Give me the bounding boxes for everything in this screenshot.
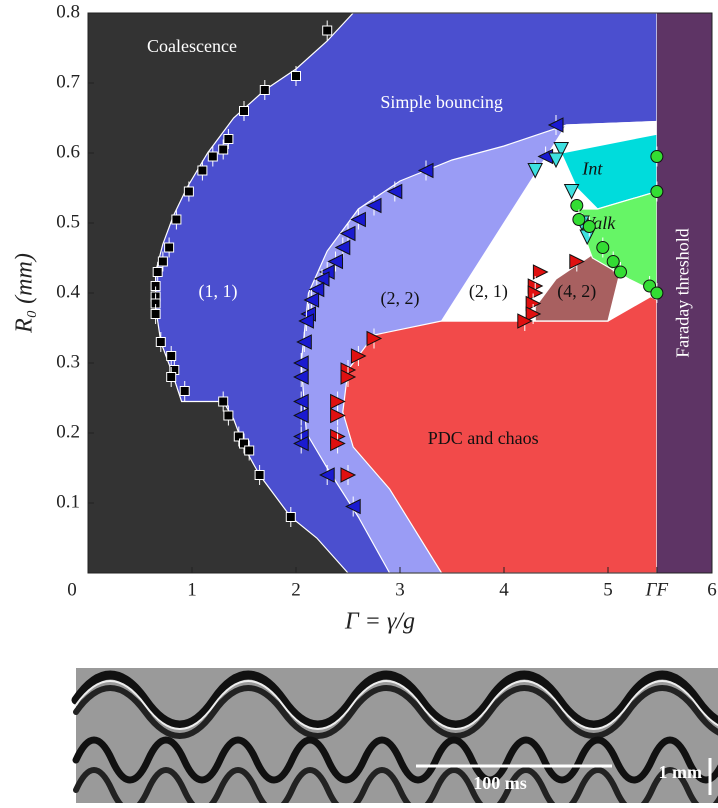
point xyxy=(184,187,193,196)
point xyxy=(651,186,663,198)
point xyxy=(165,243,174,252)
point xyxy=(597,242,609,254)
point xyxy=(172,215,181,224)
region-label: Coalescence xyxy=(147,36,237,56)
region-label: Faraday threshold xyxy=(673,228,693,357)
y-tick-label: 0.1 xyxy=(56,491,80,512)
point xyxy=(158,257,167,266)
point xyxy=(198,166,207,175)
point xyxy=(219,397,228,406)
region-label: Int xyxy=(581,159,603,179)
region-label: (1, 1) xyxy=(199,281,238,302)
point xyxy=(224,411,233,420)
point xyxy=(607,256,619,268)
point xyxy=(573,214,585,226)
point xyxy=(260,86,269,95)
phase-diagram: Coalescence Simple bouncing (1, 1) (2, 2) PD… xyxy=(12,1,717,634)
point xyxy=(219,145,228,154)
point xyxy=(651,151,663,163)
x-tick-label: 3 xyxy=(395,579,405,600)
y-tick-label: 0.7 xyxy=(56,71,80,92)
region-label: PDC and chaos xyxy=(428,428,539,448)
point xyxy=(208,152,217,161)
region-label: (4, 2) xyxy=(557,281,596,302)
point xyxy=(245,446,254,455)
point xyxy=(167,373,176,382)
point xyxy=(571,200,583,212)
x-axis-label: Γ = γ/g xyxy=(344,609,415,635)
point xyxy=(255,471,264,480)
point xyxy=(153,268,162,277)
region-label: (2, 2) xyxy=(381,288,420,309)
point xyxy=(240,107,249,116)
point xyxy=(292,72,301,81)
x-tick-label: 6 xyxy=(707,579,717,600)
x-tick-label: 4 xyxy=(499,579,509,600)
region-label: (2, 1) xyxy=(469,281,508,302)
point xyxy=(614,266,626,278)
y-tick-label: 0.6 xyxy=(56,141,80,162)
x-tick-label: ΓF xyxy=(645,579,669,600)
point xyxy=(156,338,165,347)
y-tick-label: 0.8 xyxy=(56,1,80,22)
image-strip: 100 ms 1 mm xyxy=(76,668,718,803)
y-axis-label: R₀ (mm) xyxy=(12,253,38,334)
point xyxy=(224,135,233,144)
point xyxy=(651,287,663,299)
point xyxy=(180,387,189,396)
point xyxy=(151,310,160,319)
y-tick-label: 0.3 xyxy=(56,351,80,372)
figure: Coalescence Simple bouncing (1, 1) (2, 2) PD… xyxy=(0,0,718,803)
region-label: Simple bouncing xyxy=(380,92,503,112)
x-tick-label: 5 xyxy=(603,579,613,600)
x-tick-label: 1 xyxy=(187,579,197,600)
y-tick-label: 0.4 xyxy=(56,281,80,302)
time-scale-label: 100 ms xyxy=(473,773,527,793)
point xyxy=(167,352,176,361)
y-tick-label: 0.5 xyxy=(56,211,80,232)
x-tick-label: 0 xyxy=(67,579,77,600)
x-tick-label: 2 xyxy=(291,579,301,600)
point xyxy=(583,221,595,233)
y-tick-label: 0.2 xyxy=(56,421,80,442)
point xyxy=(286,513,295,522)
length-scale-label: 1 mm xyxy=(659,762,703,782)
point xyxy=(323,26,332,35)
